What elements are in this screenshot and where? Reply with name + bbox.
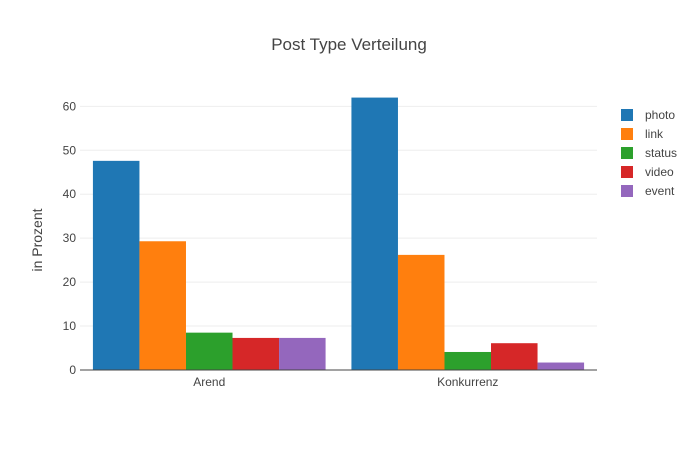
bar-status-arend[interactable] [185,332,233,370]
legend-item-photo[interactable]: photo [621,108,675,122]
y-tick-label: 0 [69,363,76,377]
bar-photo-arend[interactable] [92,160,140,370]
bar-link-arend[interactable] [139,241,186,370]
y-tick-label: 40 [63,187,77,201]
y-tick-label: 10 [63,319,77,333]
x-tick-label: Konkurrenz [437,375,498,389]
y-axis-title: in Prozent [29,208,45,271]
legend-swatch [621,185,633,197]
legend-item-event[interactable]: event [621,184,675,198]
legend-swatch [621,109,633,121]
chart-title: Post Type Verteilung [271,35,427,54]
legend[interactable]: photo link status video event [621,108,677,198]
y-tick-label: 30 [63,231,77,245]
y-tick-label: 20 [63,275,77,289]
legend-label: status [645,146,677,160]
bars [92,97,585,370]
legend-item-status[interactable]: status [621,146,677,160]
legend-swatch [621,166,633,178]
y-tick-label: 60 [63,99,77,113]
legend-swatch [621,147,633,159]
bar-status-konkurrenz[interactable] [444,351,492,370]
y-tick-labels: 0 10 20 30 40 50 60 [63,99,77,377]
legend-label: event [645,184,675,198]
x-tick-label: Arend [193,375,225,389]
bar-video-arend[interactable] [232,337,280,370]
bar-link-konkurrenz[interactable] [397,254,445,370]
legend-label: video [645,165,674,179]
legend-swatch [621,128,633,140]
bar-photo-konkurrenz[interactable] [351,97,398,370]
bar-event-konkurrenz[interactable] [537,362,585,370]
bar-event-arend[interactable] [279,337,326,370]
bar-video-konkurrenz[interactable] [491,343,538,370]
legend-label: link [645,127,664,141]
legend-label: photo [645,108,675,122]
y-tick-label: 50 [63,143,77,157]
legend-item-link[interactable]: link [621,127,664,141]
x-tick-labels: Arend Konkurrenz [193,375,498,389]
legend-item-video[interactable]: video [621,165,674,179]
